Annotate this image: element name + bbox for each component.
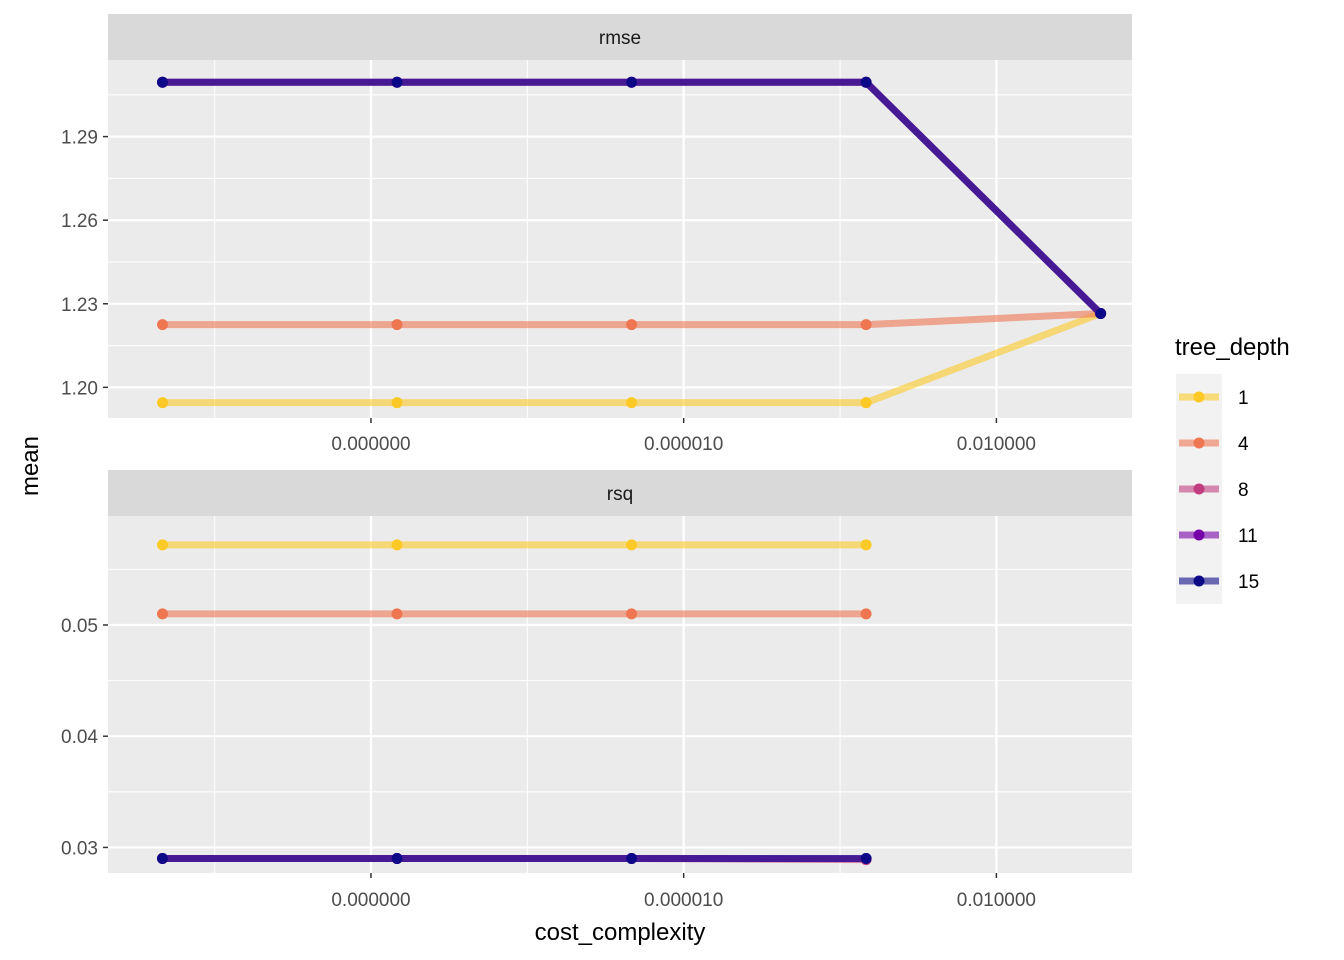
data-point-rmse-depth-1 (626, 397, 638, 409)
panel-background-rsq (108, 516, 1132, 873)
y-axis-title: mean (17, 436, 44, 496)
panel-rsq: rsq 0.03 0.04 0.05 0.000000 0.000010 0.010000 (61, 470, 1132, 911)
y-tick-label: 1.26 (61, 211, 98, 232)
legend-key-point-8 (1193, 483, 1205, 495)
y-tick-label: 0.04 (61, 727, 98, 748)
data-point-rmse-depth-4 (860, 319, 872, 331)
data-point-rmse-depth-4 (157, 319, 169, 331)
data-point-rsq-depth-15 (157, 853, 169, 865)
strip-rsq (108, 470, 1132, 516)
data-point-rsq-depth-4 (860, 608, 872, 620)
y-tick-label: 0.05 (61, 616, 98, 637)
legend: tree_depth 1 4 8 11 15 (1175, 334, 1290, 604)
legend-key-point-1 (1193, 391, 1205, 403)
y-tick-label: 1.29 (61, 128, 98, 149)
x-tick-label: 0.000010 (644, 890, 723, 911)
legend-label-11: 11 (1238, 526, 1258, 547)
data-point-rmse-depth-4 (391, 319, 403, 331)
data-point-rsq-depth-15 (391, 853, 403, 865)
panel-rmse: rmse 1.20 1.23 1.26 1.29 0.000000 0.000010 0.01… (61, 14, 1132, 455)
y-tick-label: 1.20 (61, 378, 98, 399)
data-point-rsq-depth-15 (626, 853, 638, 865)
data-point-rmse-depth-1 (157, 397, 169, 409)
data-point-rsq-depth-1 (626, 539, 638, 551)
data-point-rmse-depth-15 (626, 76, 638, 88)
data-point-rsq-depth-1 (391, 539, 403, 551)
x-tick-label: 0.000000 (331, 434, 410, 455)
data-point-rmse-depth-1 (860, 397, 872, 409)
strip-label-rsq: rsq (607, 484, 633, 505)
data-point-rmse-depth-15 (391, 76, 403, 88)
legend-key-point-11 (1193, 529, 1205, 541)
legend-title: tree_depth (1175, 334, 1290, 361)
x-axis-title: cost_complexity (535, 919, 706, 946)
data-point-rmse-depth-15 (1095, 308, 1107, 320)
legend-label-15: 15 (1238, 572, 1259, 593)
data-point-rsq-depth-15 (860, 853, 872, 865)
x-tick-label: 0.000010 (644, 434, 723, 455)
legend-label-4: 4 (1238, 434, 1249, 455)
legend-key-point-15 (1193, 575, 1205, 587)
x-tick-label: 0.010000 (957, 434, 1036, 455)
data-point-rsq-depth-4 (157, 608, 169, 620)
data-point-rmse-depth-4 (626, 319, 638, 331)
data-point-rmse-depth-15 (860, 76, 872, 88)
y-tick-label: 0.03 (61, 838, 98, 859)
legend-label-1: 1 (1238, 388, 1249, 409)
data-point-rmse-depth-15 (157, 76, 169, 88)
strip-label-rmse: rmse (599, 28, 641, 49)
strip-rmse (108, 14, 1132, 60)
y-tick-label: 1.23 (61, 295, 98, 316)
data-point-rsq-depth-1 (860, 539, 872, 551)
data-point-rsq-depth-4 (626, 608, 638, 620)
legend-label-8: 8 (1238, 480, 1249, 501)
data-point-rmse-depth-1 (391, 397, 403, 409)
data-point-rsq-depth-4 (391, 608, 403, 620)
data-point-rsq-depth-1 (157, 539, 169, 551)
x-tick-label: 0.000000 (331, 890, 410, 911)
panel-background-rmse (108, 60, 1132, 418)
legend-key-point-4 (1193, 437, 1205, 449)
x-tick-label: 0.010000 (957, 890, 1036, 911)
